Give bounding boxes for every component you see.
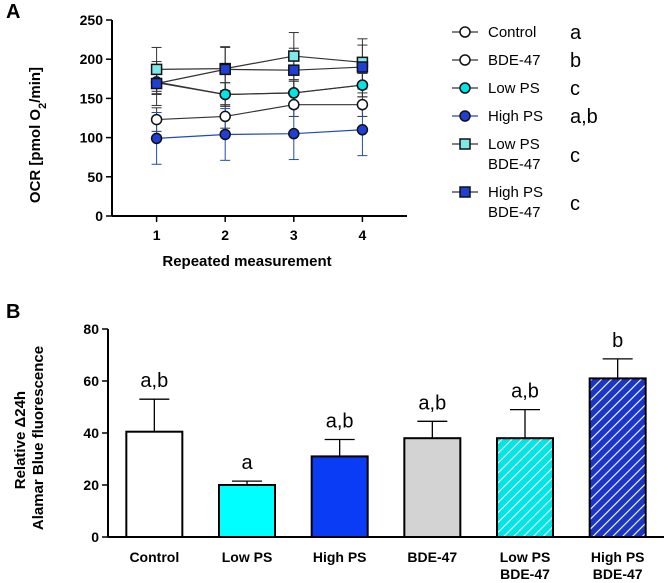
legend-circle-marker — [459, 54, 471, 66]
significance-letter: c — [570, 145, 580, 167]
panel-b-category-label: BDE-47 — [500, 566, 550, 582]
panel-b-significance-letter: b — [612, 330, 623, 352]
panel-a-point — [356, 61, 369, 73]
panel-a-y-axis-subscript: 2 — [37, 103, 49, 109]
panel-b-y-axis-line-1: Relative Δ24h — [12, 391, 29, 489]
panel-label-a: A — [6, 1, 20, 23]
legend-label: High PS — [488, 184, 543, 201]
panel-a-x-tick-label: 3 — [290, 227, 298, 243]
panel-b-y-tick-label: 0 — [91, 529, 99, 545]
panel-b-bar — [588, 377, 647, 538]
panel-a-point — [288, 87, 300, 99]
panel-b-bar-chart: Relative Δ24h Alamar Blue fluorescence 0… — [12, 321, 664, 582]
panel-a-point — [219, 63, 231, 76]
panel-b-category-label: High PS — [591, 549, 645, 565]
panel-b-category-label: Low PS — [222, 549, 273, 565]
panel-a-line-chart: OCR [pmol O2/min] Repeated measurement 0… — [27, 12, 407, 270]
panel-b-significance-letter: a,b — [326, 411, 354, 433]
panel-a-y-tick-label: 250 — [80, 12, 104, 28]
panel-a-x-tick-label: 1 — [153, 227, 161, 243]
significance-letter: c — [570, 193, 580, 215]
panel-a-y-tick-label: 150 — [80, 90, 104, 106]
panel-a-y-tick-label: 0 — [95, 208, 103, 224]
legend-label: Low PS — [488, 136, 540, 153]
panel-a-x-axis-title: Repeated measurement — [162, 253, 331, 270]
panel-b-y-axis-title: Relative Δ24h Alamar Blue fluorescence — [12, 346, 47, 530]
panel-a-series-line — [156, 55, 363, 70]
panel-a-point — [288, 127, 300, 140]
significance-letter: b — [570, 50, 581, 72]
legend-label: High PS — [488, 108, 543, 125]
panel-b-bar — [403, 437, 462, 539]
panel-b-category-label: Low PS — [500, 549, 551, 565]
legend-circle-marker — [459, 110, 471, 122]
panel-a-x-tick-label: 4 — [359, 227, 367, 243]
panel-b-significance-letter: a — [241, 452, 253, 474]
panel-b-category-label: High PS — [313, 549, 367, 565]
panel-a-point — [150, 132, 163, 145]
legend-square-marker — [459, 186, 471, 198]
panel-a-series-line — [156, 104, 363, 121]
panel-a-point — [150, 63, 163, 76]
panel-a-point — [356, 98, 369, 111]
panel-a-point — [356, 124, 369, 136]
panel-a-point — [219, 88, 231, 101]
panel-b-y-tick-label: 40 — [83, 425, 99, 441]
legend-label: BDE-47 — [488, 204, 541, 221]
panel-a-point — [288, 50, 300, 62]
panel-a-point — [219, 128, 231, 141]
panel-a-point — [288, 98, 300, 111]
legend-label: BDE-47 — [488, 52, 541, 69]
panel-b-bar — [218, 484, 276, 538]
panel-a-series-line — [156, 81, 363, 96]
panel-a-y-axis-label-tail: /min] — [27, 67, 44, 103]
panel-b-y-tick-label: 80 — [83, 321, 99, 337]
panel-b-y-tick-label: 20 — [83, 477, 99, 493]
panel-a-y-tick-label: 200 — [80, 51, 104, 67]
panel-a-legend: Control a BDE-47 b Low PS c High PS a,b Low PS BD… — [452, 22, 598, 221]
legend-circle-marker — [459, 82, 471, 94]
panel-a-y-axis-label: OCR [pmol O — [27, 109, 44, 203]
panel-a-point — [288, 64, 300, 76]
panel-label-b: B — [6, 301, 20, 323]
panel-a-point — [150, 77, 163, 90]
panel-b-category-label: Control — [129, 549, 179, 565]
panel-a-y-axis-title: OCR [pmol O2/min] — [27, 67, 49, 203]
panel-b-bar — [310, 455, 369, 538]
significance-letter: c — [570, 78, 580, 100]
panel-b-category-label: BDE-47 — [407, 549, 457, 565]
legend-label: Low PS — [488, 80, 540, 97]
legend-label: BDE-47 — [488, 156, 541, 173]
panel-b-y-axis-line-2: Alamar Blue fluorescence — [30, 346, 47, 530]
legend-square-marker — [459, 138, 471, 150]
panel-a-series-line — [156, 66, 363, 85]
panel-b-significance-letter: a,b — [418, 392, 446, 414]
panel-b-y-tick-label: 60 — [83, 373, 99, 389]
panel-b-bar — [125, 430, 184, 539]
panel-a-y-tick-label: 100 — [80, 130, 104, 146]
legend-circle-marker — [459, 26, 471, 38]
panel-b-significance-letter: a,b — [511, 381, 539, 403]
panel-a-series-line — [156, 129, 363, 139]
panel-b-significance-letter: a,b — [140, 370, 168, 392]
legend-label: Control — [488, 24, 536, 41]
panel-a-point — [150, 113, 163, 126]
panel-b-bar — [496, 437, 554, 539]
panel-a-point — [219, 110, 231, 123]
panel-a-point — [356, 79, 369, 91]
panel-b-category-label: BDE-47 — [593, 566, 643, 582]
panel-a-x-tick-label: 2 — [221, 227, 229, 243]
significance-letter: a — [570, 22, 582, 44]
significance-letter: a,b — [570, 106, 598, 128]
panel-a-y-tick-label: 50 — [87, 169, 103, 185]
